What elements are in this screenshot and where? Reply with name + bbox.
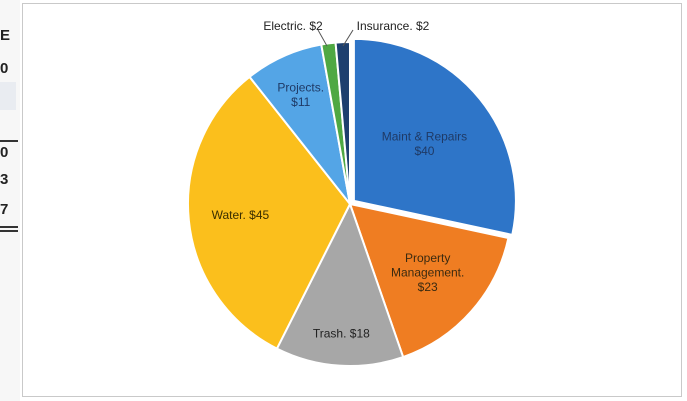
pie-slice-trash: [275, 201, 405, 367]
left-strip: E 0 0 3 7: [0, 0, 20, 401]
strip-text-5: 7: [0, 201, 9, 218]
strip-rule-1: [0, 140, 18, 142]
strip-text-3: 0: [0, 144, 9, 161]
strip-rule-2: [0, 226, 18, 228]
pie-slice-property-management: [348, 202, 510, 359]
slice-label-insurance: Insurance. $2: [357, 19, 430, 33]
slice-label-maint-repairs: Maint & Repairs $40: [382, 130, 467, 159]
pie-slice-maint-repairs: [352, 37, 517, 237]
pie-slice-water: [187, 75, 352, 350]
strip-text-4: 3: [0, 171, 9, 188]
slice-label-projects: Projects. $11: [277, 80, 324, 109]
chart-frame: Maint & Repairs $40 Property Management. $23…: [22, 3, 682, 397]
strip-shade: [0, 82, 16, 110]
slice-label-property-management: Property Management. $23: [391, 251, 464, 294]
strip-text-1: E: [0, 27, 11, 44]
slice-label-water: Water. $45: [212, 208, 270, 222]
strip-text-2: 0: [0, 60, 9, 77]
slice-label-trash: Trash. $18: [313, 326, 370, 340]
pie-slice-insurance: [334, 40, 351, 205]
leader-line-electric: [317, 29, 328, 47]
pie-chart: Maint & Repairs $40 Property Management. $23…: [187, 19, 517, 367]
slice-label-electric: Electric. $2: [263, 19, 323, 33]
strip-rule-3: [0, 230, 18, 232]
leader-line-insurance: [342, 29, 354, 47]
